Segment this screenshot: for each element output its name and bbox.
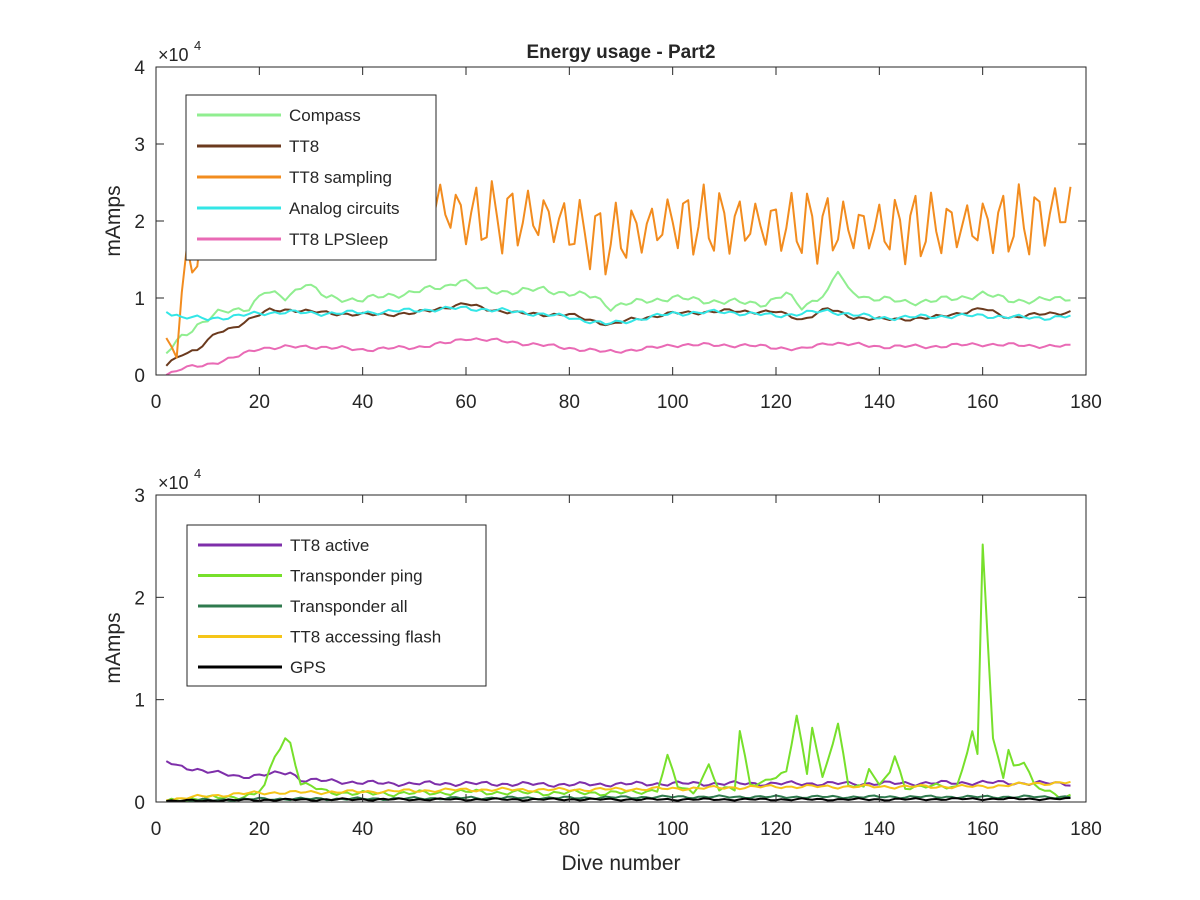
top-chart-title: Energy usage - Part2 <box>526 42 715 63</box>
series-line-tt8-lpsleep <box>165 337 1071 375</box>
bot-y-tick-label: 2 <box>134 588 145 609</box>
top-y-exponent: ×10 4 <box>158 38 201 65</box>
top-x-tick-label: 80 <box>559 392 580 413</box>
x-axis-label: Dive number <box>561 852 680 875</box>
series-line-tt8-accessing-flash <box>166 780 1071 802</box>
series-line-gps <box>166 796 1071 802</box>
bottom-x-ticks: 0 20 40 60 80 100 120 140 160 180 <box>151 495 1102 840</box>
top-x-tick-label: 0 <box>151 392 162 413</box>
legend-label-gps: GPS <box>290 658 326 677</box>
axes-top: 0 20 40 60 80 100 120 140 160 180 0 1 2 3 4 Energy us… <box>102 38 1102 413</box>
top-series-lines <box>165 165 1072 375</box>
legend-label-tt8-lpsleep: TT8 LPSleep <box>289 230 388 249</box>
bot-y-tick-label: 3 <box>134 486 145 507</box>
top-x-tick-label: 140 <box>863 392 895 413</box>
top-y-exponent-base: ×10 <box>158 45 189 65</box>
bottom-y-exponent-power: 4 <box>194 466 201 481</box>
bottom-y-exponent: ×10 4 <box>158 466 201 493</box>
bot-x-tick-label: 0 <box>151 819 162 840</box>
top-x-tick-label: 20 <box>249 392 270 413</box>
top-x-tick-label: 60 <box>455 392 476 413</box>
top-y-tick-label: 2 <box>134 212 145 233</box>
top-y-axis-label: mAmps <box>102 185 125 256</box>
top-y-tick-label: 1 <box>134 289 145 310</box>
top-y-tick-label: 3 <box>134 135 145 156</box>
top-x-tick-label: 40 <box>352 392 373 413</box>
legend-label-tt8-sampling: TT8 sampling <box>289 168 392 187</box>
bottom-y-axis-label: mAmps <box>102 612 125 683</box>
top-x-tick-label: 180 <box>1070 392 1102 413</box>
legend-label-tt8-accessing-flash: TT8 accessing flash <box>290 628 441 647</box>
bot-x-tick-label: 60 <box>455 819 476 840</box>
top-x-ticks: 0 20 40 60 80 100 120 140 160 180 <box>151 67 1102 413</box>
series-line-tt8-active <box>165 760 1071 788</box>
legend-label-tt8-active: TT8 active <box>290 536 369 555</box>
series-line-tt8 <box>165 302 1071 367</box>
axes-bottom: 0 20 40 60 80 100 120 140 160 180 0 1 2 3 mAmps ×10 … <box>102 466 1102 875</box>
bottom-y-ticks: 0 1 2 3 <box>134 486 1086 814</box>
bot-x-tick-label: 80 <box>559 819 580 840</box>
bottom-series-lines <box>165 543 1071 802</box>
bot-x-tick-label: 120 <box>760 819 792 840</box>
bot-x-tick-label: 40 <box>352 819 373 840</box>
bottom-y-exponent-base: ×10 <box>158 473 189 493</box>
top-x-tick-label: 100 <box>657 392 689 413</box>
bot-y-tick-label: 1 <box>134 691 145 712</box>
top-y-tick-label: 0 <box>134 366 145 387</box>
bot-x-tick-label: 160 <box>967 819 999 840</box>
top-legend: Compass TT8 TT8 sampling Analog circuits TT8… <box>185 94 437 261</box>
series-line-analog-circuits <box>165 305 1071 326</box>
bottom-legend: TT8 active Transponder ping Transponder al… <box>186 524 487 687</box>
legend-label-tt8: TT8 <box>289 137 319 156</box>
top-y-ticks: 0 1 2 3 4 <box>134 58 1086 387</box>
legend-label-transponder-all: Transponder all <box>290 597 408 616</box>
series-line-compass <box>165 270 1071 355</box>
top-x-tick-label: 120 <box>760 392 792 413</box>
bot-x-tick-label: 20 <box>249 819 270 840</box>
legend-label-compass: Compass <box>289 106 361 125</box>
bot-x-tick-label: 180 <box>1070 819 1102 840</box>
series-line-transponder-all <box>166 794 1071 802</box>
legend-label-analog-circuits: Analog circuits <box>289 199 400 218</box>
bot-y-tick-label: 0 <box>134 793 145 814</box>
legend-label-transponder-ping: Transponder ping <box>290 567 423 586</box>
top-x-tick-label: 160 <box>967 392 999 413</box>
top-y-tick-label: 4 <box>134 58 145 79</box>
top-y-exponent-power: 4 <box>194 38 201 53</box>
bot-x-tick-label: 100 <box>657 819 689 840</box>
bot-x-tick-label: 140 <box>863 819 895 840</box>
